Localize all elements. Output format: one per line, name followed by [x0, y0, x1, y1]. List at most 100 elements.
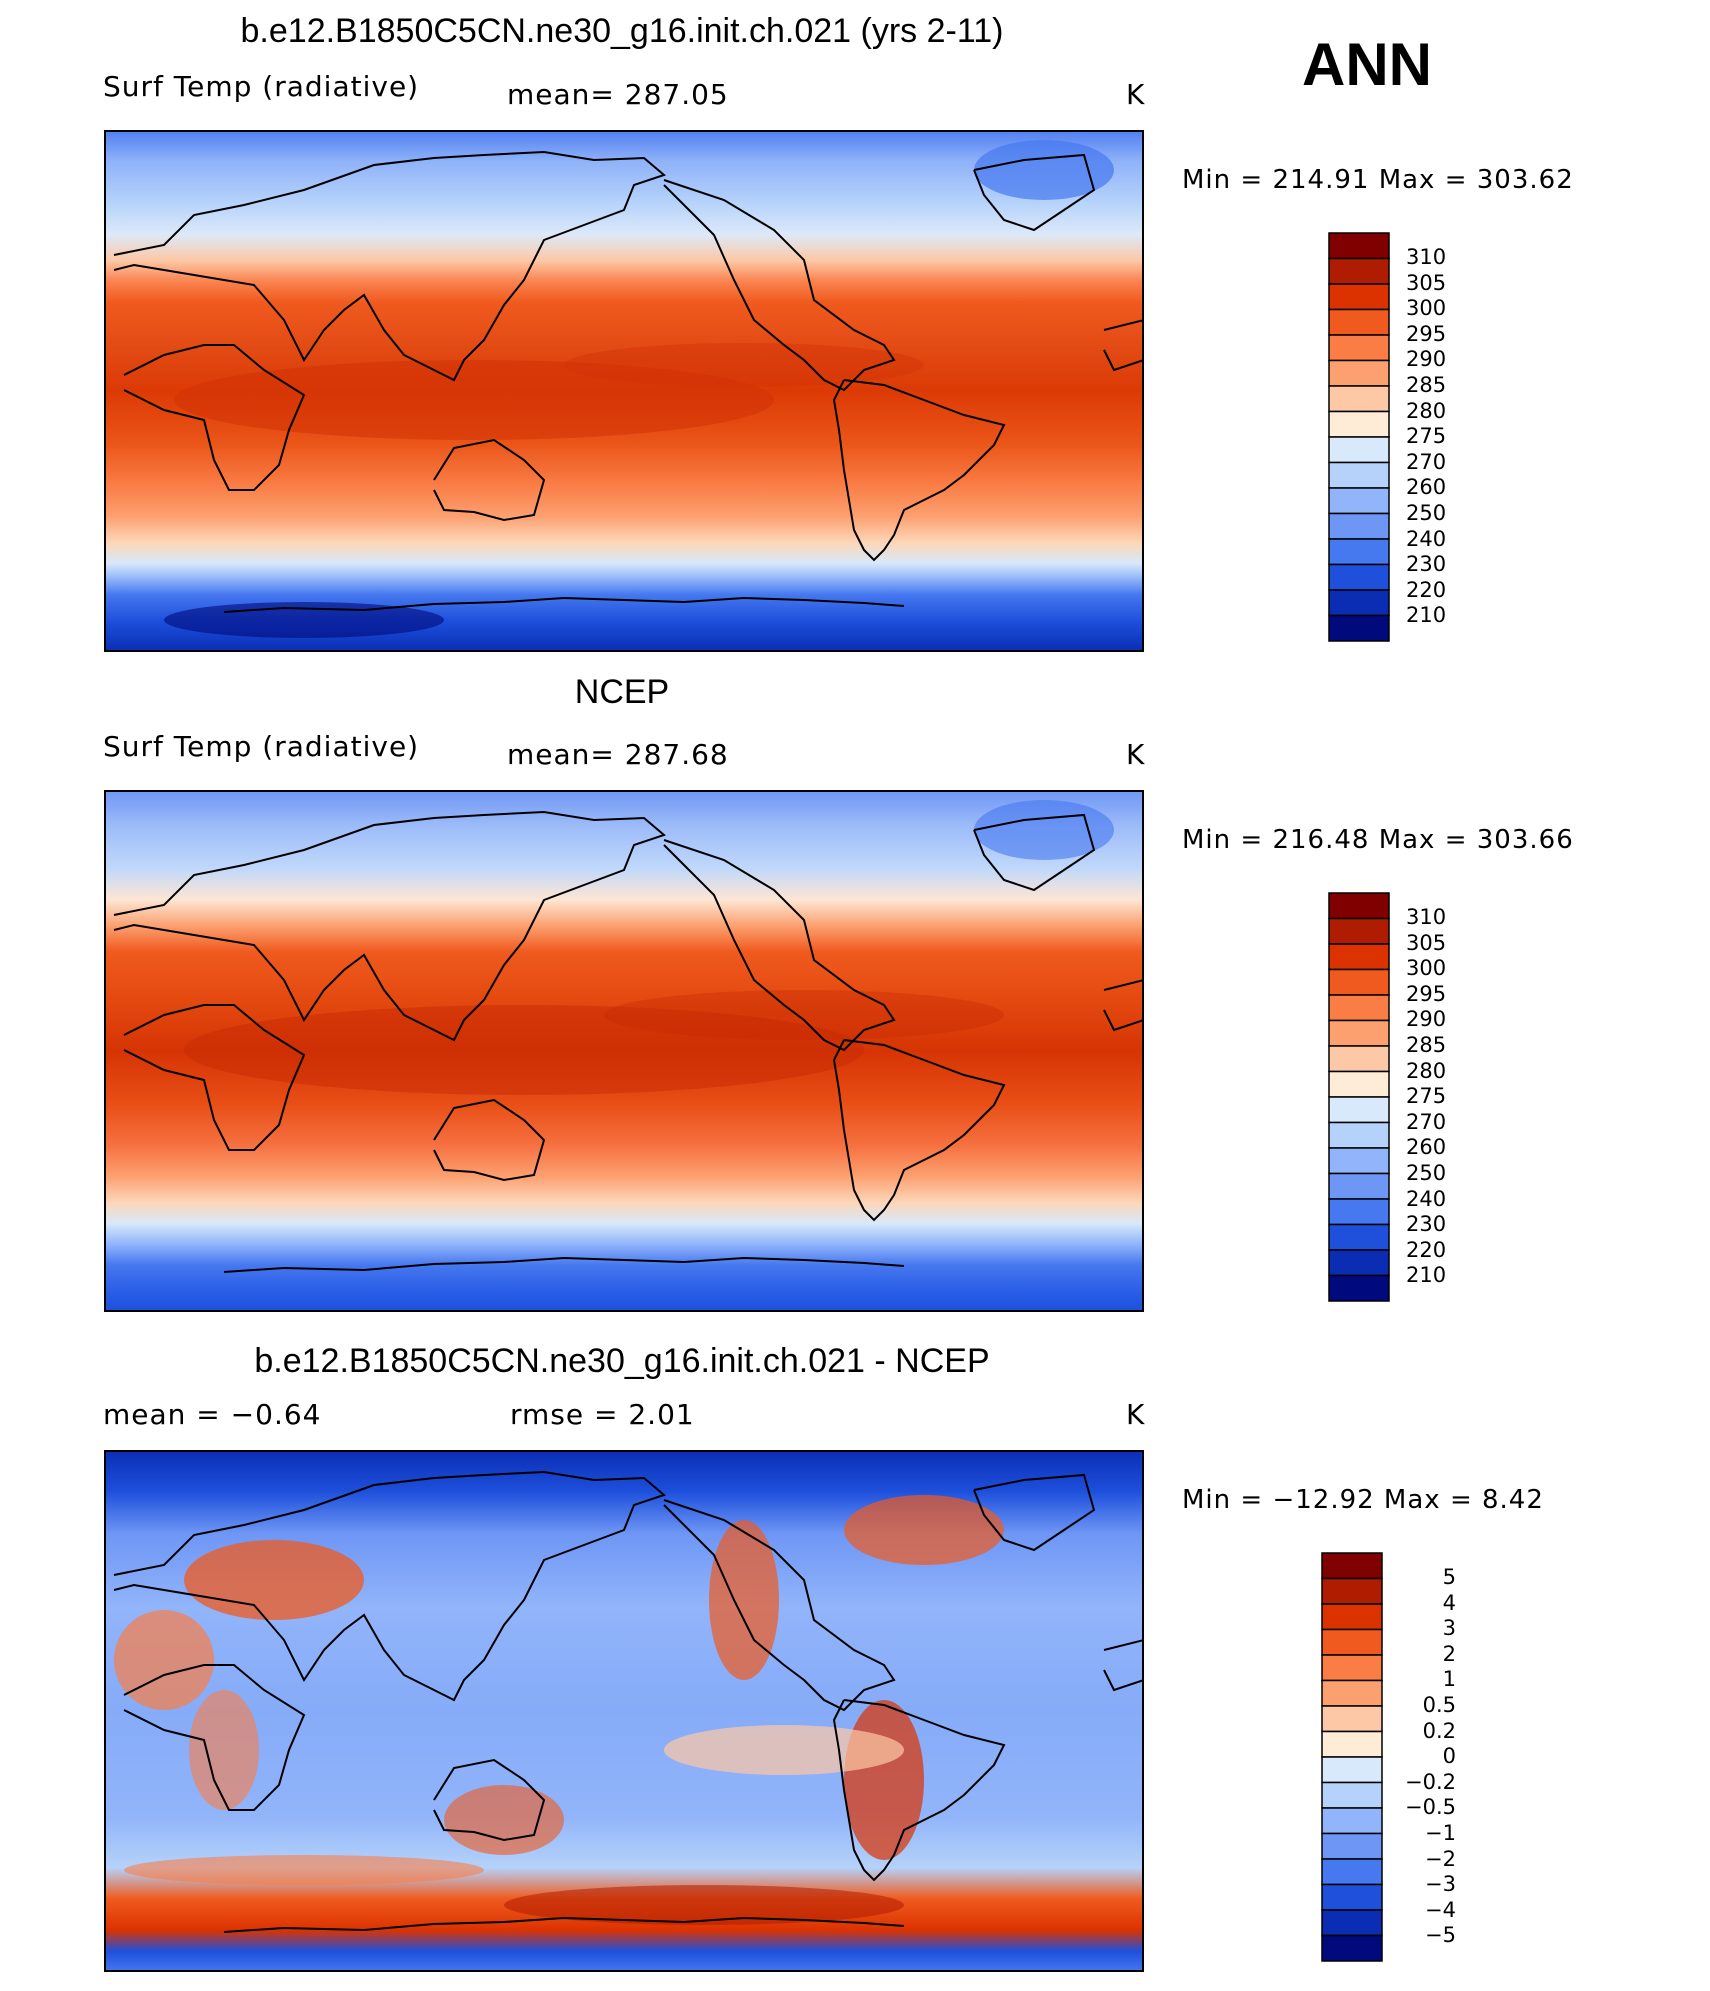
panel2-cb-label: 305 — [1406, 930, 1447, 955]
panel3-rmse-label: rmse = 2.01 — [510, 1398, 695, 1431]
panel3-cb-label: −0.2 — [1405, 1769, 1456, 1794]
colorbar-swatch — [1321, 1552, 1383, 1580]
colorbar-swatch — [1328, 436, 1390, 464]
panel1-colorbar — [1328, 232, 1390, 642]
panel2-cb-label: 300 — [1406, 956, 1447, 981]
colorbar-swatch — [1321, 1807, 1383, 1835]
colorbar-swatch — [1321, 1934, 1383, 1962]
panel1-cb-label: 295 — [1406, 321, 1447, 346]
panel3-colorbar-labels: 5 4 3 2 1 0.5 0.2 0 −0.2 −0.5 −1 −2 −3 −… — [1400, 1565, 1456, 1949]
colorbar-swatch — [1328, 1249, 1390, 1277]
panel3-cb-label: 1 — [1442, 1667, 1456, 1692]
panel3-cb-label: 0.5 — [1422, 1692, 1456, 1717]
colorbar-swatch — [1328, 512, 1390, 540]
panel1-variable-label: Surf Temp (radiative) — [103, 70, 420, 103]
panel3-cb-label: −3 — [1425, 1872, 1456, 1897]
panel3-cb-label: 2 — [1442, 1641, 1456, 1666]
panel1-cb-label: 275 — [1406, 424, 1447, 449]
panel2-minmax: Min = 216.48 Max = 303.66 — [1182, 825, 1574, 855]
colorbar-swatch — [1321, 1705, 1383, 1733]
colorbar-swatch — [1321, 1858, 1383, 1886]
panel2-title: NCEP — [574, 673, 670, 711]
panel1-title: b.e12.B1850C5CN.ne30_g16.init.ch.021 (yr… — [240, 12, 1004, 50]
panel2-cb-label: 260 — [1406, 1135, 1447, 1160]
colorbar-swatch — [1321, 1679, 1383, 1707]
colorbar-swatch — [1328, 257, 1390, 285]
colorbar-swatch — [1328, 1198, 1390, 1226]
colorbar-swatch — [1321, 1781, 1383, 1809]
colorbar-swatch — [1321, 1603, 1383, 1631]
panel3-title: b.e12.B1850C5CN.ne30_g16.init.ch.021 - N… — [254, 1342, 990, 1380]
panel2-cb-label: 275 — [1406, 1084, 1447, 1109]
panel2-variable-label: Surf Temp (radiative) — [103, 730, 420, 763]
colorbar-swatch — [1328, 410, 1390, 438]
panel1-cb-label: 270 — [1406, 449, 1447, 474]
colorbar-swatch — [1321, 1883, 1383, 1911]
panel1-cb-label: 300 — [1406, 296, 1447, 321]
panel3-cb-label: 0.2 — [1422, 1718, 1456, 1743]
panel2-cb-label: 290 — [1406, 1007, 1447, 1032]
colorbar-swatch — [1328, 359, 1390, 387]
panel2-colorbar-labels: 310 305 300 295 290 285 280 275 270 260 … — [1406, 905, 1446, 1289]
panel1-minmax: Min = 214.91 Max = 303.62 — [1182, 165, 1574, 195]
panel1-colorbar-labels: 310 305 300 295 290 285 280 275 270 260 … — [1406, 245, 1446, 629]
panel2-cb-label: 280 — [1406, 1058, 1447, 1083]
panel3-units-label: K — [1126, 1398, 1146, 1431]
panel2-cb-label: 250 — [1406, 1160, 1447, 1185]
panel3-map — [104, 1450, 1144, 1972]
colorbar-swatch — [1328, 1096, 1390, 1124]
colorbar-swatch — [1328, 232, 1390, 260]
panel2-cb-label: 310 — [1406, 905, 1447, 929]
panel2-cb-label: 285 — [1406, 1032, 1447, 1057]
panel1-cb-label: 240 — [1406, 526, 1447, 551]
panel3-minmax: Min = −12.92 Max = 8.42 — [1182, 1485, 1544, 1515]
colorbar-swatch — [1328, 1223, 1390, 1251]
panel1-cb-label: 305 — [1406, 270, 1447, 295]
panel1-map — [104, 130, 1144, 652]
panel1-cb-label: 250 — [1406, 500, 1447, 525]
colorbar-swatch — [1321, 1628, 1383, 1656]
colorbar-swatch — [1328, 614, 1390, 642]
colorbar-swatch — [1328, 994, 1390, 1022]
colorbar-swatch — [1321, 1730, 1383, 1758]
colorbar-swatch — [1321, 1909, 1383, 1937]
colorbar-swatch — [1321, 1756, 1383, 1784]
panel3-cb-label: 5 — [1442, 1565, 1456, 1589]
colorbar-swatch — [1328, 308, 1390, 336]
panel1-cb-label: 280 — [1406, 398, 1447, 423]
panel1-cb-label: 260 — [1406, 475, 1447, 500]
colorbar-swatch — [1328, 1121, 1390, 1149]
colorbar-swatch — [1328, 1147, 1390, 1175]
panel1-cb-label: 220 — [1406, 577, 1447, 602]
colorbar-swatch — [1328, 589, 1390, 617]
colorbar-swatch — [1328, 563, 1390, 591]
panel3-cb-label: −0.5 — [1405, 1795, 1456, 1820]
colorbar-swatch — [1328, 283, 1390, 311]
panel1-units-label: K — [1126, 78, 1146, 111]
colorbar-swatch — [1328, 1045, 1390, 1073]
colorbar-swatch — [1328, 892, 1390, 920]
panel1-mean-label: mean= 287.05 — [507, 78, 729, 111]
colorbar-swatch — [1328, 1070, 1390, 1098]
panel3-cb-label: −4 — [1425, 1897, 1456, 1922]
panel2-cb-label: 270 — [1406, 1109, 1447, 1134]
colorbar-swatch — [1328, 968, 1390, 996]
panel3-mean-label: mean = −0.64 — [103, 1398, 322, 1431]
colorbar-swatch — [1328, 487, 1390, 515]
colorbar-swatch — [1328, 917, 1390, 945]
colorbar-swatch — [1321, 1654, 1383, 1682]
panel2-cb-label: 230 — [1406, 1212, 1447, 1237]
panel2-cb-label: 210 — [1406, 1263, 1447, 1288]
season-label: ANN — [1302, 31, 1432, 98]
colorbar-swatch — [1328, 334, 1390, 362]
colorbar-swatch — [1328, 461, 1390, 489]
panel3-colorbar — [1321, 1552, 1383, 1962]
colorbar-swatch — [1328, 1019, 1390, 1047]
panel3-cb-label: 3 — [1442, 1616, 1456, 1641]
panel2-mean-label: mean= 287.68 — [507, 738, 729, 771]
colorbar-swatch — [1328, 943, 1390, 971]
panel2-cb-label: 240 — [1406, 1186, 1447, 1211]
panel1-cb-label: 230 — [1406, 552, 1447, 577]
panel2-map — [104, 790, 1144, 1312]
panel2-cb-label: 220 — [1406, 1237, 1447, 1262]
